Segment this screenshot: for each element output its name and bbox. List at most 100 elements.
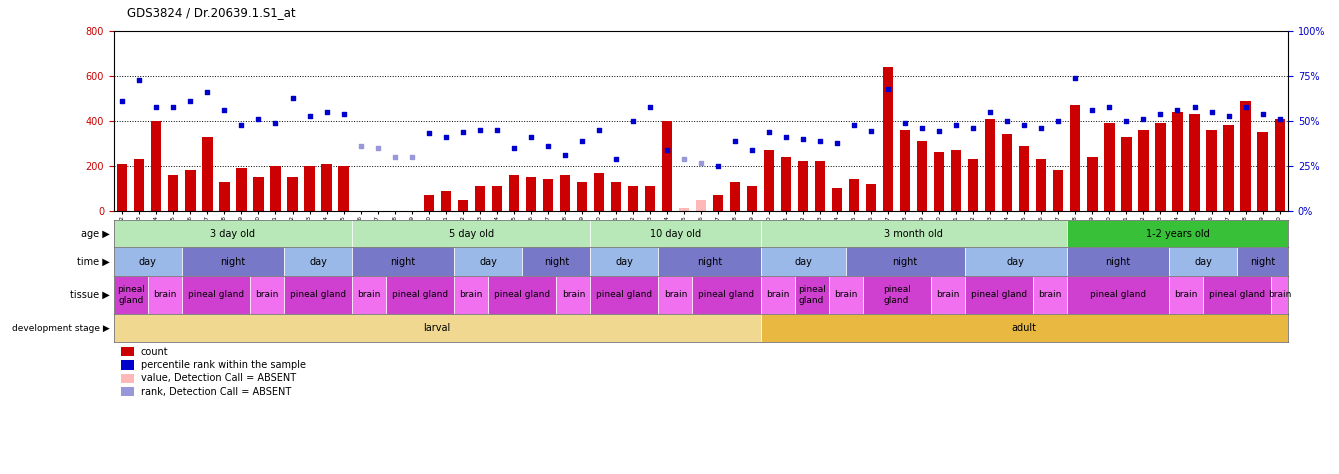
Point <box>1115 117 1137 125</box>
Bar <box>611 182 621 211</box>
Bar <box>866 184 876 211</box>
Point <box>1031 124 1052 131</box>
Point <box>453 128 474 136</box>
Point <box>1047 117 1069 125</box>
Bar <box>798 161 809 211</box>
Text: pineal gland: pineal gland <box>1090 291 1146 299</box>
Point <box>639 104 660 111</box>
Bar <box>352 247 454 276</box>
Bar <box>965 247 1067 276</box>
Bar <box>1240 100 1251 211</box>
Point <box>146 104 167 111</box>
Text: count: count <box>141 346 169 357</box>
Point <box>554 151 576 158</box>
Text: brain: brain <box>1174 291 1197 299</box>
Text: brain: brain <box>936 291 960 299</box>
Point <box>1252 110 1273 118</box>
Bar <box>1271 276 1288 314</box>
Text: tissue ▶: tissue ▶ <box>70 290 110 300</box>
Point <box>349 142 371 149</box>
Bar <box>288 177 297 211</box>
Bar <box>849 180 860 211</box>
Bar <box>118 164 127 211</box>
Point <box>775 133 797 140</box>
Text: brain: brain <box>766 291 789 299</box>
Text: pineal gland: pineal gland <box>596 291 652 299</box>
Point <box>129 77 150 84</box>
Bar <box>321 164 332 211</box>
Bar <box>659 247 761 276</box>
Bar <box>114 247 182 276</box>
Bar <box>968 159 979 211</box>
Point <box>1099 104 1121 111</box>
Text: day: day <box>479 256 497 267</box>
Bar <box>182 247 284 276</box>
Bar <box>590 247 659 276</box>
Bar <box>730 182 740 211</box>
Bar <box>1121 137 1131 211</box>
Bar <box>151 121 162 211</box>
Point <box>656 146 678 154</box>
Point <box>605 155 627 163</box>
Bar <box>114 220 352 247</box>
Bar <box>590 220 761 247</box>
Text: pineal gland: pineal gland <box>1209 291 1265 299</box>
Bar <box>661 121 672 211</box>
Text: brain: brain <box>834 291 857 299</box>
Bar <box>441 191 451 211</box>
Point <box>367 144 388 152</box>
Bar <box>593 173 604 211</box>
Point <box>742 146 763 154</box>
Bar <box>1202 276 1271 314</box>
Point <box>1065 74 1086 82</box>
Bar <box>781 157 791 211</box>
Bar <box>114 276 147 314</box>
Point <box>707 162 728 170</box>
Bar <box>1019 146 1030 211</box>
Point <box>809 137 830 145</box>
Text: night: night <box>221 256 245 267</box>
Bar <box>339 166 348 211</box>
Point <box>912 124 933 131</box>
Bar <box>829 276 862 314</box>
Text: pineal
gland: pineal gland <box>798 285 826 304</box>
Text: day: day <box>1007 256 1024 267</box>
Bar <box>526 177 536 211</box>
Bar <box>590 276 659 314</box>
Bar <box>917 141 928 211</box>
Point <box>963 124 984 131</box>
Text: pineal gland: pineal gland <box>971 291 1027 299</box>
Bar <box>1224 126 1233 211</box>
Point <box>588 126 609 134</box>
Text: brain: brain <box>153 291 177 299</box>
Bar <box>1036 159 1047 211</box>
Text: percentile rank within the sample: percentile rank within the sample <box>141 360 305 370</box>
Point <box>623 117 644 125</box>
Bar <box>1169 276 1202 314</box>
Bar <box>270 166 281 211</box>
Bar <box>761 220 1067 247</box>
Bar <box>458 200 467 211</box>
Point <box>861 127 882 135</box>
Bar <box>182 276 250 314</box>
Text: brain: brain <box>1038 291 1062 299</box>
Point <box>928 127 949 135</box>
Text: brain: brain <box>256 291 279 299</box>
Point <box>691 159 712 166</box>
Bar <box>352 276 386 314</box>
Text: 1-2 years old: 1-2 years old <box>1146 229 1209 239</box>
Bar <box>169 175 178 211</box>
Bar <box>560 175 570 211</box>
Point <box>1218 113 1240 120</box>
Text: night: night <box>893 256 917 267</box>
Point <box>793 135 814 143</box>
Text: brain: brain <box>1268 291 1291 299</box>
Bar <box>284 247 352 276</box>
Text: brain: brain <box>459 291 483 299</box>
Text: day: day <box>794 256 811 267</box>
Bar <box>986 118 995 211</box>
Bar <box>1032 276 1067 314</box>
Bar <box>454 247 522 276</box>
Point <box>674 155 695 163</box>
Bar <box>352 220 590 247</box>
